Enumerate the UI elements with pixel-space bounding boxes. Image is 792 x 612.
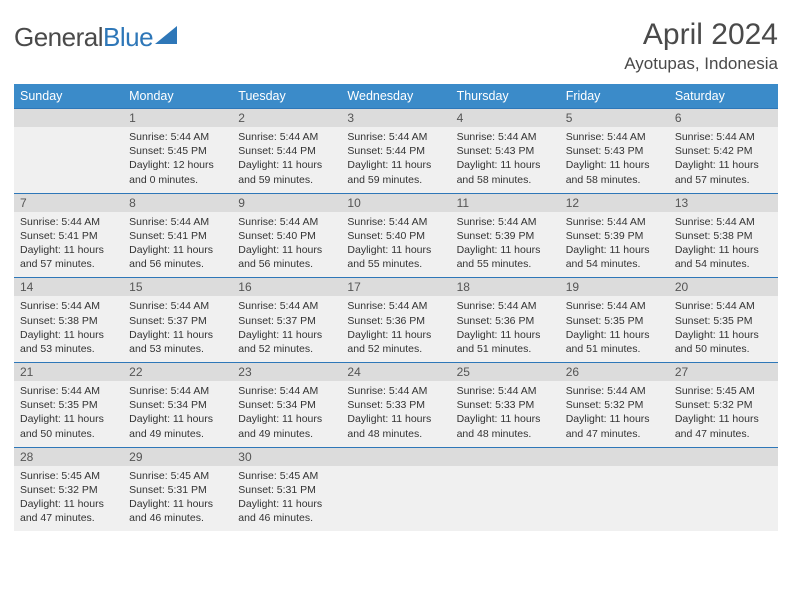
day-number-cell: 14 xyxy=(14,278,123,297)
day-detail-cell: Sunrise: 5:45 AMSunset: 5:32 PMDaylight:… xyxy=(669,381,778,447)
day-of-week-header: Wednesday xyxy=(341,84,450,109)
day-detail-cell: Sunrise: 5:44 AMSunset: 5:32 PMDaylight:… xyxy=(560,381,669,447)
day-number-cell: 29 xyxy=(123,447,232,466)
day-number-cell: 27 xyxy=(669,363,778,382)
day-detail-row: Sunrise: 5:44 AMSunset: 5:41 PMDaylight:… xyxy=(14,212,778,278)
logo: GeneralBlue xyxy=(14,18,177,53)
day-detail-cell: Sunrise: 5:44 AMSunset: 5:37 PMDaylight:… xyxy=(232,296,341,362)
day-number-row: 282930 xyxy=(14,447,778,466)
day-detail-cell: Sunrise: 5:44 AMSunset: 5:35 PMDaylight:… xyxy=(560,296,669,362)
logo-triangle-icon xyxy=(155,26,177,44)
day-detail-cell: Sunrise: 5:44 AMSunset: 5:37 PMDaylight:… xyxy=(123,296,232,362)
day-number-cell: 15 xyxy=(123,278,232,297)
day-number-cell: 26 xyxy=(560,363,669,382)
day-detail-cell: Sunrise: 5:44 AMSunset: 5:36 PMDaylight:… xyxy=(341,296,450,362)
day-number-cell xyxy=(451,447,560,466)
day-number-cell: 8 xyxy=(123,193,232,212)
day-number-cell: 7 xyxy=(14,193,123,212)
day-detail-row: Sunrise: 5:44 AMSunset: 5:35 PMDaylight:… xyxy=(14,381,778,447)
day-detail-cell xyxy=(14,127,123,193)
day-number-cell: 19 xyxy=(560,278,669,297)
day-detail-cell xyxy=(669,466,778,532)
day-number-row: 123456 xyxy=(14,109,778,128)
day-number-cell: 11 xyxy=(451,193,560,212)
title-block: April 2024 Ayotupas, Indonesia xyxy=(624,18,778,74)
day-number-cell: 13 xyxy=(669,193,778,212)
day-number-cell: 20 xyxy=(669,278,778,297)
day-detail-cell: Sunrise: 5:44 AMSunset: 5:43 PMDaylight:… xyxy=(560,127,669,193)
day-detail-cell: Sunrise: 5:44 AMSunset: 5:41 PMDaylight:… xyxy=(14,212,123,278)
day-detail-cell xyxy=(341,466,450,532)
day-number-cell: 10 xyxy=(341,193,450,212)
day-detail-cell: Sunrise: 5:44 AMSunset: 5:36 PMDaylight:… xyxy=(451,296,560,362)
logo-text-gray: General xyxy=(14,22,103,52)
day-detail-cell: Sunrise: 5:44 AMSunset: 5:40 PMDaylight:… xyxy=(232,212,341,278)
day-number-cell: 22 xyxy=(123,363,232,382)
day-number-cell: 25 xyxy=(451,363,560,382)
header: GeneralBlue April 2024 Ayotupas, Indones… xyxy=(14,18,778,74)
day-detail-cell: Sunrise: 5:44 AMSunset: 5:44 PMDaylight:… xyxy=(232,127,341,193)
day-detail-cell: Sunrise: 5:44 AMSunset: 5:35 PMDaylight:… xyxy=(14,381,123,447)
day-detail-cell: Sunrise: 5:44 AMSunset: 5:44 PMDaylight:… xyxy=(341,127,450,193)
day-number-row: 21222324252627 xyxy=(14,363,778,382)
day-detail-cell: Sunrise: 5:44 AMSunset: 5:34 PMDaylight:… xyxy=(232,381,341,447)
day-number-cell: 16 xyxy=(232,278,341,297)
day-number-cell: 18 xyxy=(451,278,560,297)
day-of-week-header: Friday xyxy=(560,84,669,109)
day-of-week-header: Tuesday xyxy=(232,84,341,109)
day-number-row: 78910111213 xyxy=(14,193,778,212)
day-number-cell: 21 xyxy=(14,363,123,382)
day-number-cell: 6 xyxy=(669,109,778,128)
day-detail-cell: Sunrise: 5:44 AMSunset: 5:38 PMDaylight:… xyxy=(14,296,123,362)
day-detail-cell: Sunrise: 5:44 AMSunset: 5:35 PMDaylight:… xyxy=(669,296,778,362)
day-detail-cell: Sunrise: 5:44 AMSunset: 5:33 PMDaylight:… xyxy=(341,381,450,447)
day-detail-row: Sunrise: 5:45 AMSunset: 5:32 PMDaylight:… xyxy=(14,466,778,532)
day-number-cell xyxy=(669,447,778,466)
day-of-week-header: Sunday xyxy=(14,84,123,109)
day-number-cell xyxy=(341,447,450,466)
day-of-week-row: SundayMondayTuesdayWednesdayThursdayFrid… xyxy=(14,84,778,109)
day-detail-cell: Sunrise: 5:44 AMSunset: 5:41 PMDaylight:… xyxy=(123,212,232,278)
day-number-cell: 9 xyxy=(232,193,341,212)
day-of-week-header: Monday xyxy=(123,84,232,109)
day-detail-cell: Sunrise: 5:44 AMSunset: 5:40 PMDaylight:… xyxy=(341,212,450,278)
day-detail-cell: Sunrise: 5:44 AMSunset: 5:43 PMDaylight:… xyxy=(451,127,560,193)
location: Ayotupas, Indonesia xyxy=(624,54,778,74)
day-detail-cell: Sunrise: 5:45 AMSunset: 5:32 PMDaylight:… xyxy=(14,466,123,532)
day-of-week-header: Saturday xyxy=(669,84,778,109)
day-number-cell: 2 xyxy=(232,109,341,128)
day-detail-row: Sunrise: 5:44 AMSunset: 5:45 PMDaylight:… xyxy=(14,127,778,193)
day-number-cell: 3 xyxy=(341,109,450,128)
day-detail-cell: Sunrise: 5:44 AMSunset: 5:39 PMDaylight:… xyxy=(560,212,669,278)
day-detail-cell: Sunrise: 5:45 AMSunset: 5:31 PMDaylight:… xyxy=(123,466,232,532)
day-number-cell: 12 xyxy=(560,193,669,212)
day-of-week-header: Thursday xyxy=(451,84,560,109)
day-detail-cell xyxy=(560,466,669,532)
day-number-cell: 17 xyxy=(341,278,450,297)
calendar-table: SundayMondayTuesdayWednesdayThursdayFrid… xyxy=(14,84,778,531)
day-detail-cell: Sunrise: 5:45 AMSunset: 5:31 PMDaylight:… xyxy=(232,466,341,532)
day-number-row: 14151617181920 xyxy=(14,278,778,297)
logo-text-blue: Blue xyxy=(103,22,153,52)
day-number-cell xyxy=(14,109,123,128)
day-number-cell: 30 xyxy=(232,447,341,466)
day-detail-cell xyxy=(451,466,560,532)
day-detail-cell: Sunrise: 5:44 AMSunset: 5:33 PMDaylight:… xyxy=(451,381,560,447)
month-title: April 2024 xyxy=(624,18,778,52)
day-number-cell: 28 xyxy=(14,447,123,466)
day-number-cell: 24 xyxy=(341,363,450,382)
day-detail-cell: Sunrise: 5:44 AMSunset: 5:42 PMDaylight:… xyxy=(669,127,778,193)
day-detail-row: Sunrise: 5:44 AMSunset: 5:38 PMDaylight:… xyxy=(14,296,778,362)
day-detail-cell: Sunrise: 5:44 AMSunset: 5:38 PMDaylight:… xyxy=(669,212,778,278)
day-detail-cell: Sunrise: 5:44 AMSunset: 5:34 PMDaylight:… xyxy=(123,381,232,447)
day-detail-cell: Sunrise: 5:44 AMSunset: 5:39 PMDaylight:… xyxy=(451,212,560,278)
day-detail-cell: Sunrise: 5:44 AMSunset: 5:45 PMDaylight:… xyxy=(123,127,232,193)
day-number-cell: 23 xyxy=(232,363,341,382)
day-number-cell xyxy=(560,447,669,466)
day-number-cell: 5 xyxy=(560,109,669,128)
day-number-cell: 4 xyxy=(451,109,560,128)
day-number-cell: 1 xyxy=(123,109,232,128)
